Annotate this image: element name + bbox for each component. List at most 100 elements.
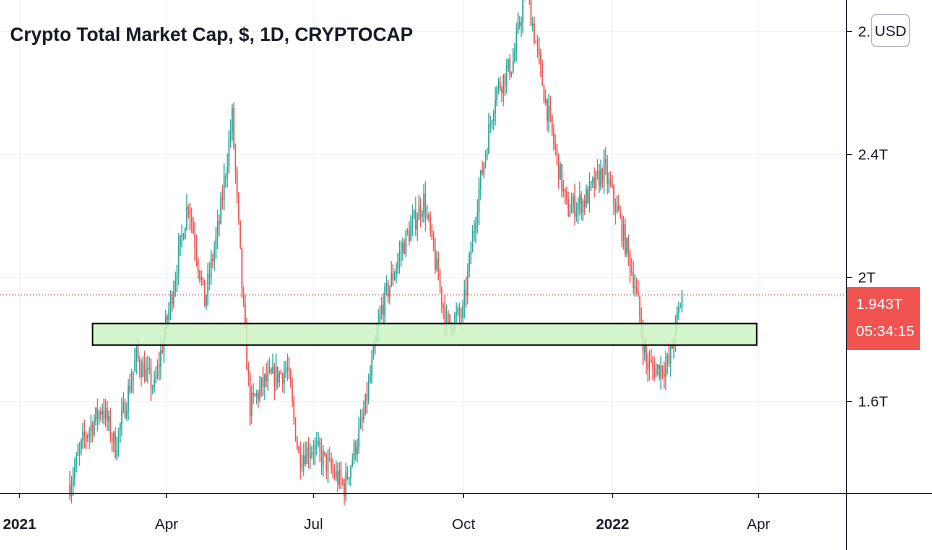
candle[interactable] [557, 153, 560, 189]
candle[interactable] [87, 433, 89, 443]
candle[interactable] [670, 344, 672, 377]
currency-button[interactable]: USD [871, 14, 910, 47]
candle[interactable] [345, 462, 347, 502]
candle[interactable] [663, 361, 665, 389]
candle[interactable] [402, 237, 404, 261]
candle[interactable] [678, 301, 680, 320]
candle[interactable] [156, 359, 159, 380]
candle[interactable] [202, 276, 204, 286]
candle[interactable] [596, 159, 599, 180]
candle[interactable] [303, 442, 305, 477]
candle[interactable] [155, 366, 157, 384]
candle[interactable] [100, 406, 102, 421]
candle[interactable] [283, 361, 285, 394]
candle[interactable] [519, 15, 521, 30]
candle[interactable] [82, 422, 84, 450]
candle[interactable] [208, 261, 211, 291]
candle[interactable] [252, 383, 254, 405]
candle[interactable] [104, 398, 107, 428]
candle[interactable] [353, 439, 355, 464]
candle[interactable] [140, 359, 142, 387]
candle[interactable] [197, 256, 199, 279]
candle[interactable] [572, 192, 574, 214]
candle[interactable] [588, 172, 591, 213]
candle[interactable] [241, 247, 243, 299]
candle[interactable] [135, 344, 137, 375]
candle[interactable] [470, 241, 472, 265]
candle[interactable] [311, 445, 313, 460]
candle[interactable] [458, 302, 461, 324]
candle[interactable] [291, 377, 293, 408]
candle[interactable] [648, 350, 651, 381]
candle[interactable] [650, 348, 652, 364]
candle[interactable] [514, 42, 516, 64]
candle[interactable] [186, 193, 188, 232]
candle[interactable] [350, 465, 352, 487]
candle[interactable] [436, 250, 438, 272]
candle[interactable] [507, 58, 509, 72]
candle[interactable] [536, 34, 539, 58]
candle[interactable] [301, 454, 303, 472]
candle[interactable] [411, 204, 414, 237]
candle[interactable] [627, 234, 630, 266]
candle[interactable] [553, 124, 555, 151]
candle[interactable] [439, 268, 441, 294]
candle[interactable] [601, 167, 604, 189]
candle[interactable] [480, 169, 482, 200]
candle[interactable] [421, 210, 423, 223]
candle[interactable] [233, 102, 235, 150]
candle[interactable] [225, 173, 227, 188]
candle[interactable] [356, 438, 358, 463]
candle[interactable] [502, 74, 504, 107]
candle[interactable] [494, 86, 496, 126]
candle[interactable] [176, 264, 178, 293]
candle[interactable] [83, 419, 86, 449]
candle[interactable] [221, 184, 224, 210]
candle[interactable] [631, 257, 633, 276]
candle[interactable] [226, 153, 228, 188]
candle[interactable] [614, 198, 617, 225]
candle[interactable] [265, 363, 267, 388]
candle[interactable] [546, 98, 548, 131]
candle[interactable] [471, 225, 474, 253]
candle[interactable] [330, 452, 332, 474]
candle[interactable] [371, 349, 373, 384]
candle[interactable] [483, 162, 485, 179]
candle[interactable] [346, 466, 349, 481]
candle[interactable] [286, 353, 289, 382]
candle[interactable] [530, 0, 532, 27]
candle[interactable] [343, 478, 345, 506]
candle[interactable] [577, 197, 579, 224]
candle[interactable] [575, 202, 578, 222]
candle[interactable] [95, 407, 97, 426]
candle[interactable] [389, 285, 391, 305]
candle[interactable] [293, 395, 295, 425]
candle[interactable] [143, 350, 146, 383]
candle[interactable] [78, 441, 81, 466]
candle[interactable] [442, 302, 444, 320]
candle[interactable] [218, 214, 220, 237]
candle[interactable] [195, 234, 198, 267]
candle[interactable] [538, 37, 540, 65]
candle[interactable] [622, 215, 625, 250]
candle[interactable] [327, 449, 329, 483]
candle[interactable] [533, 16, 535, 45]
candle[interactable] [605, 146, 607, 175]
candle[interactable] [655, 362, 657, 378]
candle[interactable] [369, 365, 371, 384]
candle[interactable] [69, 470, 71, 501]
candle[interactable] [275, 353, 277, 392]
candle[interactable] [191, 207, 193, 234]
candle[interactable] [288, 357, 290, 380]
candle[interactable] [413, 209, 415, 220]
candle[interactable] [72, 467, 74, 497]
candle[interactable] [364, 393, 366, 416]
candle[interactable] [152, 384, 154, 395]
candle[interactable] [392, 264, 394, 286]
candle[interactable] [148, 356, 150, 375]
candle[interactable] [598, 163, 600, 193]
candle[interactable] [298, 445, 300, 454]
candle[interactable] [171, 290, 173, 312]
candle[interactable] [437, 251, 440, 281]
candle[interactable] [624, 218, 626, 258]
